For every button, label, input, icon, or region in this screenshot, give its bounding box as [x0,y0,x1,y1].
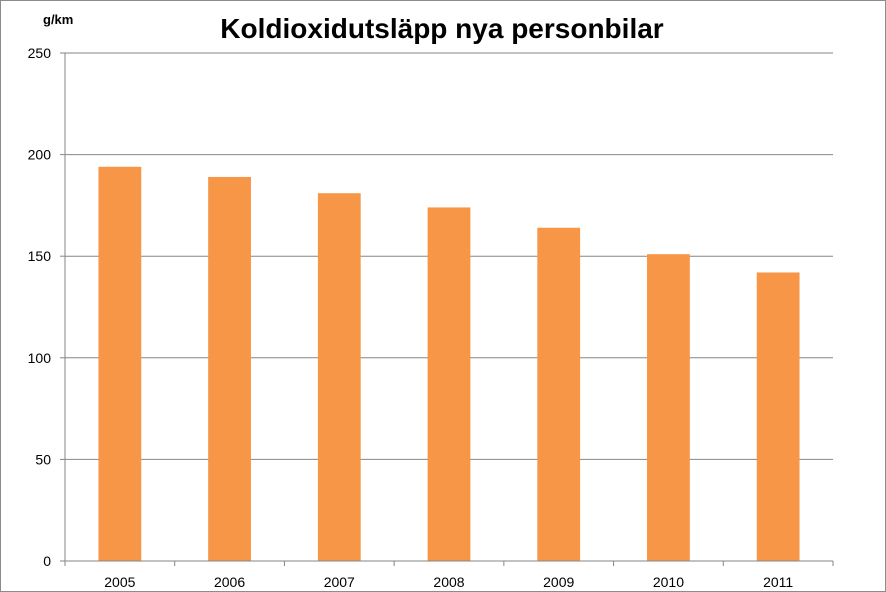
y-tick-label: 250 [28,45,52,61]
bar-2006 [208,176,251,561]
x-tick-label: 2008 [433,574,464,590]
y-tick-label: 50 [35,451,51,467]
y-tick-label: 150 [28,248,52,264]
bar-2007 [317,193,361,561]
y-tick-label: 100 [28,350,52,366]
x-tick-label: 2005 [104,574,135,590]
chart-title: Koldioxidutsläpp nya personbilar [220,13,663,44]
x-tick-label: 2007 [324,574,355,590]
bar-2011 [756,272,800,561]
bar-2010 [647,254,690,561]
x-tick-label: 2010 [653,574,684,590]
x-tick-label: 2006 [214,574,245,590]
x-tick-labels: 2005 2006 2007 2008 2009 2010 2011 [104,574,793,590]
y-tick-labels: 0 50 100 150 200 250 [28,45,52,569]
x-tick-label: 2011 [763,574,793,590]
axes [60,52,834,566]
x-tick-label: 2009 [543,574,574,590]
bar-2005 [98,166,142,562]
bar-2008 [427,207,471,561]
y-tick-label: 0 [43,553,51,569]
y-tick-label: 200 [28,147,52,163]
bars [98,166,800,562]
y-axis-unit-label: g/km [43,12,73,27]
bar-2009 [537,227,581,561]
